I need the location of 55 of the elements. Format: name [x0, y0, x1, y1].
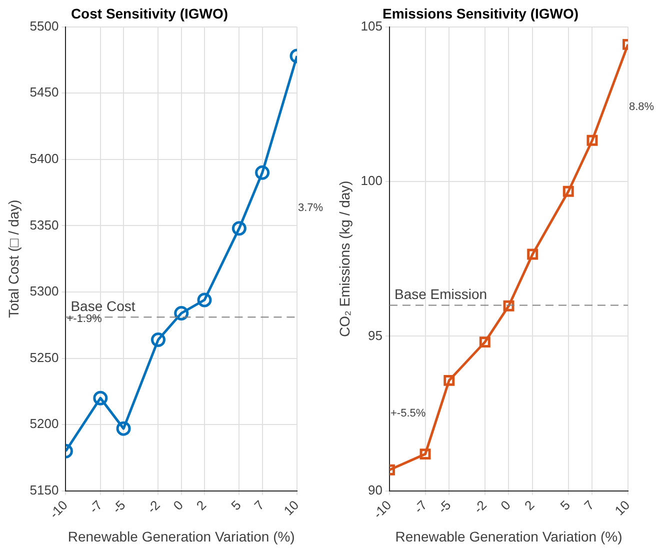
x-tick-label: 7	[251, 497, 267, 514]
annotation: +-5.5%	[390, 407, 426, 420]
ref-line-label: Base Emission	[394, 286, 488, 302]
point	[586, 134, 598, 146]
x-tick-label: 5	[228, 497, 244, 514]
x-tick-label: 7	[581, 497, 597, 514]
text: 3.7%	[298, 202, 324, 214]
point	[93, 390, 108, 406]
x-tick-label: -10	[370, 497, 394, 522]
y-tick-label: 5150	[30, 482, 59, 498]
point	[116, 421, 131, 436]
y-tick-label: 5350	[30, 217, 59, 232]
y-tick-label: 105	[360, 18, 382, 34]
point	[255, 165, 270, 180]
y-tick-label: 5450	[30, 84, 59, 100]
y-axis-title: Total Cost (□ / day)	[5, 200, 22, 318]
point	[174, 306, 189, 320]
y-tick-label: 5250	[30, 350, 59, 365]
y-axis-title: CO₂ Emissions (kg / day)	[336, 180, 352, 338]
point	[444, 374, 455, 386]
point	[503, 300, 514, 312]
point	[150, 332, 166, 347]
x-axis-title: Renewable Generation Variation (%)	[395, 528, 622, 544]
y-tick-label: 90	[368, 482, 382, 498]
y-tick-label: 5400	[30, 150, 59, 166]
x-tick-label: -5	[109, 497, 128, 516]
text: 8.8%	[629, 101, 654, 114]
x-axis-title: Renewable Generation Variation (%)	[68, 528, 295, 544]
y-tick-label: 5200	[30, 416, 59, 432]
point	[527, 248, 538, 260]
x-tick-label: 0	[170, 497, 186, 514]
x-tick-label: 5	[557, 497, 574, 514]
point	[479, 336, 490, 348]
x-tick-label: 2	[193, 497, 210, 514]
y-tick-label: 5500	[30, 18, 59, 34]
point	[232, 221, 246, 236]
point	[197, 292, 212, 308]
x-tick-label: -7	[86, 497, 106, 516]
chart-title: Emissions Sensitivity (IGWO)	[382, 5, 579, 22]
x-tick-label: 10	[280, 497, 302, 518]
point	[420, 448, 431, 460]
y-tick-label: 95	[368, 328, 382, 343]
x-tick-label: -7	[411, 497, 430, 516]
x-tick-label: -2	[144, 497, 163, 516]
x-tick-label: 10	[612, 497, 633, 518]
y-tick-label: 100	[360, 173, 382, 188]
ref-line-label: Base Cost	[70, 298, 136, 314]
x-tick-label: -2	[470, 497, 490, 516]
chart-title: Cost Sensitivity (IGWO)	[70, 5, 228, 22]
x-tick-label: -10	[46, 497, 70, 522]
y-tick-label: 5300	[30, 284, 59, 299]
x-tick-label: 0	[498, 497, 514, 514]
point	[562, 186, 574, 197]
x-tick-label: 2	[522, 497, 538, 514]
x-tick-label: -5	[434, 497, 454, 516]
